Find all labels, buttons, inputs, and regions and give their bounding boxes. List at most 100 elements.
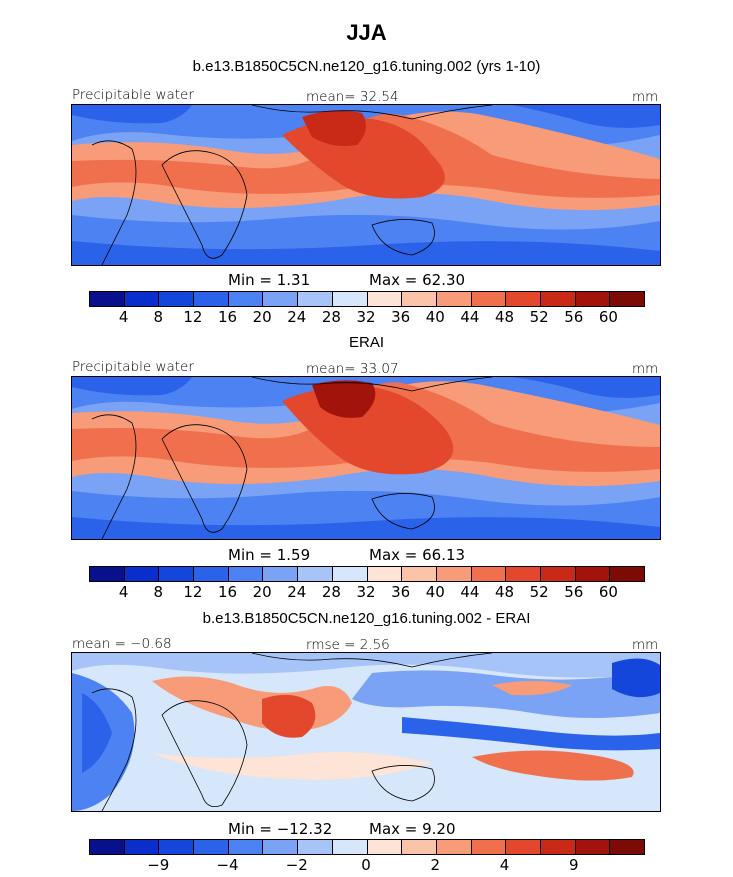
colorbar-swatch: [263, 840, 299, 854]
panel2-colorbar-ticks: 4 8 12 16 20 24 28 32 36 40 44 48 52 56 60: [89, 583, 643, 601]
colorbar-tick-label: 24: [287, 583, 307, 601]
panel3-colorbar-ticks: −9 −4 −2 0 2 4 9: [89, 856, 643, 874]
colorbar-swatch: [90, 292, 125, 306]
panel1-min-label: Min = 1.31: [228, 271, 311, 289]
colorbar-tick-label: −2: [285, 856, 308, 874]
colorbar-swatch: [471, 567, 507, 581]
colorbar-swatch: [159, 292, 195, 306]
panel2-units-label: mm: [632, 361, 659, 377]
colorbar-swatch: [90, 840, 125, 854]
panel1-max-label: Max = 62.30: [369, 271, 466, 289]
colorbar-tick-label: 52: [529, 308, 549, 326]
colorbar-tick-label: 12: [183, 583, 203, 601]
colorbar-tick-label: 0: [361, 856, 371, 874]
colorbar-swatch: [506, 292, 541, 306]
colorbar-tick-label: 20: [252, 308, 272, 326]
colorbar-swatch: [367, 292, 403, 306]
colorbar-tick-label: 32: [356, 308, 376, 326]
panel2-left-label: Precipitable water: [72, 359, 194, 375]
colorbar-tick-label: 20: [252, 583, 272, 601]
colorbar-swatch: [332, 567, 368, 581]
colorbar-tick-label: −9: [147, 856, 170, 874]
colorbar-tick-label: 56: [564, 583, 584, 601]
colorbar-swatch: [610, 292, 644, 306]
panel1-map: [71, 104, 661, 266]
colorbar-tick-label: 8: [153, 583, 164, 601]
colorbar-tick-label: 60: [598, 583, 618, 601]
figure-title: JJA: [346, 20, 387, 45]
colorbar-swatch: [540, 840, 576, 854]
panel1-mean-label: mean= 32.54: [306, 89, 399, 105]
colorbar-swatch: [575, 292, 611, 306]
panel1-units-label: mm: [632, 89, 659, 105]
colorbar-swatch: [263, 567, 299, 581]
colorbar-swatch: [506, 840, 541, 854]
panel2-map: [71, 376, 661, 540]
colorbar-tick-label: 2: [430, 856, 441, 874]
colorbar-swatch: [228, 567, 264, 581]
colorbar-swatch: [575, 567, 611, 581]
colorbar-swatch: [506, 567, 541, 581]
panel2-max-label: Max = 66.13: [369, 546, 466, 564]
colorbar-swatch: [436, 292, 472, 306]
colorbar-swatch: [124, 567, 160, 581]
colorbar-swatch: [228, 292, 264, 306]
colorbar-swatch: [298, 292, 333, 306]
colorbar-swatch: [263, 292, 299, 306]
panel3-map: [71, 652, 661, 812]
colorbar-swatch: [610, 840, 644, 854]
panel3-mean-label: mean = −0.68: [72, 636, 172, 652]
colorbar-swatch: [402, 840, 437, 854]
panel2-colorbar: [89, 566, 645, 582]
panel1-title: b.e13.B1850C5CN.ne120_g16.tuning.002 (yr…: [192, 58, 541, 75]
panel3-rmse-label: rmse = 2.56: [306, 637, 390, 653]
colorbar-tick-label: 16: [217, 583, 238, 601]
colorbar-tick-label: 4: [499, 856, 510, 874]
colorbar-swatch: [194, 840, 229, 854]
colorbar-tick-label: 32: [356, 583, 376, 601]
colorbar-tick-label: 44: [460, 308, 480, 326]
colorbar-swatch: [575, 840, 611, 854]
colorbar-tick-label: 24: [287, 308, 307, 326]
colorbar-swatch: [298, 567, 333, 581]
colorbar-swatch: [124, 840, 160, 854]
colorbar-swatch: [402, 567, 437, 581]
colorbar-tick-label: 52: [529, 583, 549, 601]
colorbar-swatch: [124, 292, 160, 306]
colorbar-swatch: [540, 292, 576, 306]
colorbar-swatch: [471, 292, 507, 306]
colorbar-swatch: [367, 567, 403, 581]
colorbar-tick-label: 9: [568, 856, 579, 874]
colorbar-swatch: [159, 567, 195, 581]
panel3-colorbar: [89, 839, 645, 855]
colorbar-tick-label: 48: [494, 583, 515, 601]
colorbar-tick-label: 28: [321, 583, 341, 601]
colorbar-tick-label: 36: [391, 583, 411, 601]
colorbar-tick-label: 48: [494, 308, 515, 326]
colorbar-tick-label: 12: [183, 308, 203, 326]
colorbar-swatch: [367, 840, 403, 854]
colorbar-tick-label: −4: [216, 856, 239, 874]
colorbar-swatch: [436, 567, 472, 581]
colorbar-swatch: [159, 840, 195, 854]
panel1-colorbar: [89, 291, 645, 307]
panel2-min-label: Min = 1.59: [228, 546, 311, 564]
colorbar-swatch: [194, 292, 229, 306]
panel1-colorbar-ticks: 4 8 12 16 20 24 28 32 36 40 44 48 52 56 60: [89, 308, 643, 326]
colorbar-swatch: [298, 840, 333, 854]
panel2-mean-label: mean= 33.07: [306, 361, 399, 377]
colorbar-tick-label: 60: [598, 308, 618, 326]
panel3-max-label: Max = 9.20: [369, 820, 456, 838]
panel2-title: ERAI: [348, 334, 384, 351]
colorbar-tick-label: 4: [118, 308, 129, 326]
colorbar-swatch: [436, 840, 472, 854]
colorbar-tick-label: 36: [391, 308, 411, 326]
colorbar-tick-label: 40: [425, 583, 445, 601]
panel1-left-label: Precipitable water: [72, 87, 194, 103]
colorbar-swatch: [90, 567, 125, 581]
colorbar-tick-label: 8: [153, 308, 164, 326]
colorbar-swatch: [402, 292, 437, 306]
colorbar-swatch: [228, 840, 264, 854]
colorbar-tick-label: 40: [425, 308, 445, 326]
colorbar-swatch: [540, 567, 576, 581]
